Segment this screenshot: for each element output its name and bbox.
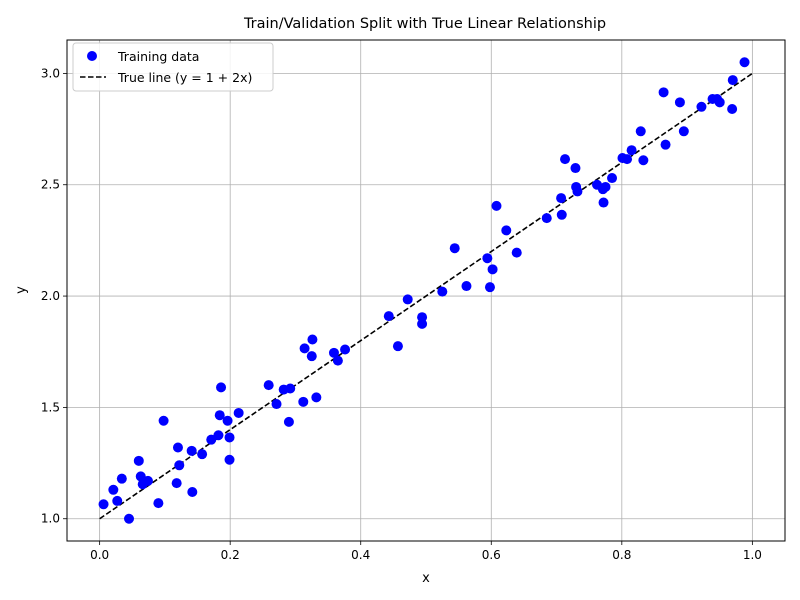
true-line bbox=[99, 72, 753, 520]
legend-label-training: Training data bbox=[117, 49, 199, 64]
data-point bbox=[285, 383, 296, 394]
legend-marker-training bbox=[87, 51, 97, 61]
legend: Training data True line (y = 1 + 2x) bbox=[72, 42, 274, 92]
data-point bbox=[222, 415, 233, 426]
data-point bbox=[187, 487, 198, 498]
y-tick-label: 1.5 bbox=[41, 400, 60, 414]
data-point bbox=[622, 154, 633, 165]
data-point bbox=[153, 498, 164, 509]
data-point bbox=[283, 416, 294, 427]
data-point bbox=[142, 475, 153, 486]
data-point bbox=[171, 478, 182, 489]
data-point bbox=[172, 442, 183, 453]
y-axis-label: y bbox=[14, 286, 29, 294]
data-point bbox=[714, 97, 725, 108]
data-point bbox=[556, 209, 567, 220]
y-tick-label: 1.0 bbox=[41, 512, 60, 526]
x-tick-label: 1.0 bbox=[743, 548, 762, 562]
data-point bbox=[598, 197, 609, 208]
data-point bbox=[392, 341, 403, 352]
data-point bbox=[658, 87, 669, 98]
data-point bbox=[263, 380, 274, 391]
data-point bbox=[572, 186, 583, 197]
data-point bbox=[696, 101, 707, 112]
data-point bbox=[158, 415, 169, 426]
data-point bbox=[511, 247, 522, 258]
data-point bbox=[383, 311, 394, 322]
data-point bbox=[461, 281, 472, 292]
data-point bbox=[306, 351, 317, 362]
data-point bbox=[108, 484, 119, 495]
data-point bbox=[216, 382, 227, 393]
y-tick-label: 3.0 bbox=[41, 66, 60, 80]
data-point bbox=[482, 253, 493, 264]
y-axis-ticks: 1.0 1.5 2.0 2.5 3.0 bbox=[41, 66, 67, 526]
x-axis-ticks: 0.0 0.2 0.4 0.6 0.8 1.0 bbox=[90, 541, 762, 562]
data-point bbox=[674, 97, 685, 108]
x-tick-label: 0.0 bbox=[90, 548, 109, 562]
legend-label-true-line: True line (y = 1 + 2x) bbox=[117, 70, 252, 85]
x-axis-label: x bbox=[422, 571, 430, 586]
y-tick-label: 2.5 bbox=[41, 178, 60, 192]
data-point bbox=[135, 471, 146, 482]
data-point bbox=[635, 126, 646, 137]
x-tick-label: 0.6 bbox=[482, 548, 501, 562]
data-point bbox=[224, 454, 235, 465]
training-data-series bbox=[98, 57, 750, 524]
data-point bbox=[299, 343, 310, 354]
data-point bbox=[556, 193, 567, 204]
data-point bbox=[233, 407, 244, 418]
data-point bbox=[224, 432, 235, 443]
data-point bbox=[501, 225, 512, 236]
data-point bbox=[311, 392, 322, 403]
data-point bbox=[600, 181, 611, 192]
data-point bbox=[727, 104, 738, 115]
data-point bbox=[626, 145, 637, 156]
true-line-series bbox=[99, 72, 753, 520]
data-point bbox=[437, 286, 448, 297]
data-point bbox=[541, 213, 552, 224]
x-tick-label: 0.2 bbox=[221, 548, 240, 562]
x-tick-label: 0.4 bbox=[351, 548, 370, 562]
data-point bbox=[487, 264, 498, 275]
data-point bbox=[340, 344, 351, 355]
data-point bbox=[197, 449, 208, 460]
plot-frame bbox=[66, 39, 786, 542]
data-point bbox=[98, 499, 109, 510]
data-point bbox=[174, 460, 185, 471]
legend-box bbox=[72, 42, 274, 92]
x-tick-label: 0.8 bbox=[612, 548, 631, 562]
data-point bbox=[186, 445, 197, 456]
data-point bbox=[570, 163, 581, 174]
data-point bbox=[449, 243, 460, 254]
data-point bbox=[112, 495, 123, 506]
data-point bbox=[206, 434, 217, 445]
data-point bbox=[124, 513, 135, 524]
data-point bbox=[116, 473, 127, 484]
data-point bbox=[491, 200, 502, 211]
data-point bbox=[638, 155, 649, 166]
chart-title: Train/Validation Split with True Linear … bbox=[243, 16, 606, 32]
data-point bbox=[307, 334, 318, 345]
data-point bbox=[271, 399, 282, 410]
data-point bbox=[402, 294, 413, 305]
data-point bbox=[213, 430, 224, 441]
data-point bbox=[417, 318, 428, 329]
data-point bbox=[678, 126, 689, 137]
y-tick-label: 2.0 bbox=[41, 289, 60, 303]
data-point bbox=[484, 282, 495, 293]
data-point bbox=[660, 139, 671, 150]
data-point bbox=[727, 75, 738, 86]
data-point bbox=[133, 455, 144, 466]
data-point bbox=[739, 57, 750, 68]
data-point bbox=[607, 173, 618, 184]
data-point bbox=[560, 154, 571, 165]
data-point bbox=[332, 355, 343, 366]
data-point bbox=[328, 347, 339, 358]
data-point bbox=[214, 410, 225, 421]
data-point bbox=[298, 396, 309, 407]
